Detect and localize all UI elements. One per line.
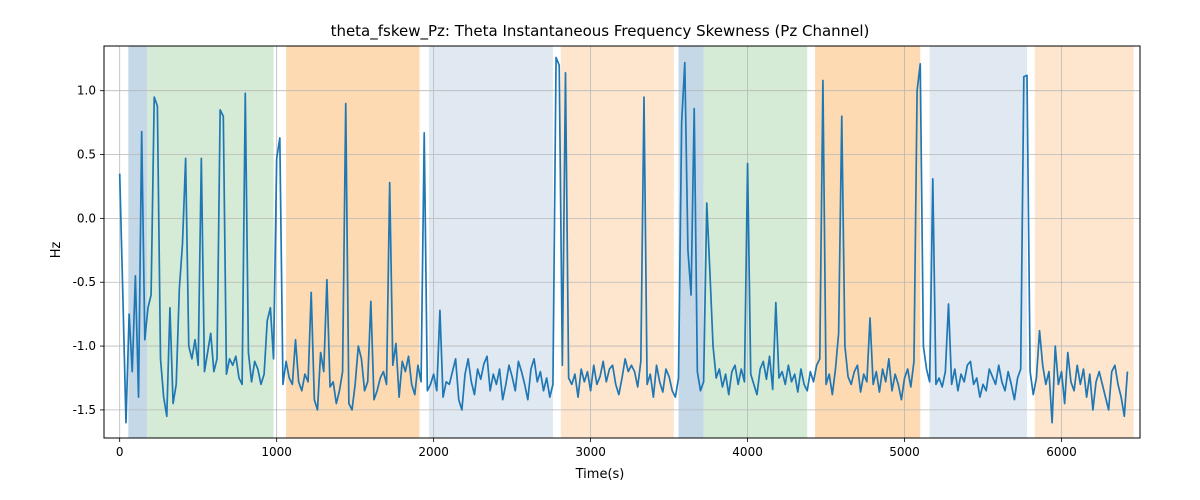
xtick-label: 6000 bbox=[1046, 445, 1077, 459]
xtick-label: 0 bbox=[116, 445, 124, 459]
xtick-label: 4000 bbox=[732, 445, 763, 459]
ytick-label: -1.5 bbox=[73, 403, 96, 417]
band-lightorange-1 bbox=[561, 46, 674, 438]
ytick-label: -0.5 bbox=[73, 275, 96, 289]
ytick-label: 1.0 bbox=[77, 84, 96, 98]
plot-area: 0 1000 2000 3000 4000 5000 6000 -1.5 -1.0 -0.5 0.0… bbox=[0, 0, 1200, 500]
xtick-label: 3000 bbox=[575, 445, 606, 459]
ytick-label: 0.5 bbox=[77, 148, 96, 162]
xtick-label: 1000 bbox=[261, 445, 292, 459]
xtick-label: 2000 bbox=[418, 445, 449, 459]
chart-container: theta_fskew_Pz: Theta Instantaneous Freq… bbox=[0, 0, 1200, 500]
band-lightblue-1 bbox=[429, 46, 553, 438]
ytick-label: -1.0 bbox=[73, 339, 96, 353]
xtick-label: 5000 bbox=[889, 445, 920, 459]
band-green-1 bbox=[147, 46, 273, 438]
ytick-label: 0.0 bbox=[77, 211, 96, 225]
